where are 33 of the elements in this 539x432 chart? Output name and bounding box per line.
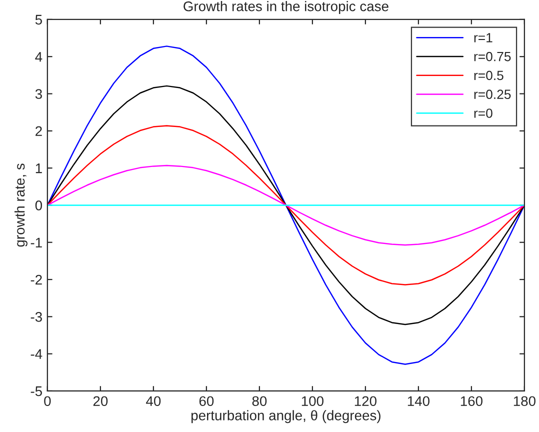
y-tick-label: 5 — [35, 14, 42, 25]
y-tick-label: -4 — [30, 349, 42, 359]
legend-label: r=0.25 — [474, 90, 511, 100]
y-tick-label: 1 — [36, 164, 42, 174]
x-tick-label: 180 — [514, 396, 536, 406]
x-tick-label: 120 — [354, 396, 376, 406]
y-tick-label: 3 — [35, 89, 42, 99]
y-axis-title: growth rate, s — [14, 164, 28, 247]
legend-label: r=1 — [474, 33, 492, 42]
line-series — [47, 164, 524, 246]
y-tick-label: -5 — [30, 386, 42, 396]
x-tick-label: 140 — [408, 396, 430, 406]
line-series — [47, 85, 524, 326]
y-tick-label: 0 — [35, 200, 42, 210]
x-tick-label: 60 — [199, 396, 214, 406]
x-tick-label: 100 — [302, 396, 324, 406]
legend-label: r=0.75 — [474, 52, 511, 62]
x-tick-label: 160 — [460, 396, 482, 406]
y-tick-label: -3 — [30, 312, 42, 322]
legend-label: r=0.5 — [474, 70, 504, 80]
line-series — [47, 125, 524, 286]
chart-title: Growth rates in the isotropic case — [184, 1, 388, 14]
y-tick-label: -2 — [30, 274, 42, 285]
line-series — [47, 46, 524, 365]
x-tick-label: 0 — [44, 396, 51, 406]
legend-label: r=0 — [474, 108, 492, 118]
x-axis-title: perturbation angle, θ (degrees) — [191, 410, 380, 424]
x-tick-label: 40 — [146, 396, 161, 406]
x-tick-label: 80 — [252, 396, 267, 406]
x-tick-label: 20 — [93, 396, 108, 406]
y-tick-label: -1 — [30, 238, 42, 248]
y-tick-label: 2 — [36, 126, 42, 136]
y-tick-label: 4 — [35, 52, 42, 62]
